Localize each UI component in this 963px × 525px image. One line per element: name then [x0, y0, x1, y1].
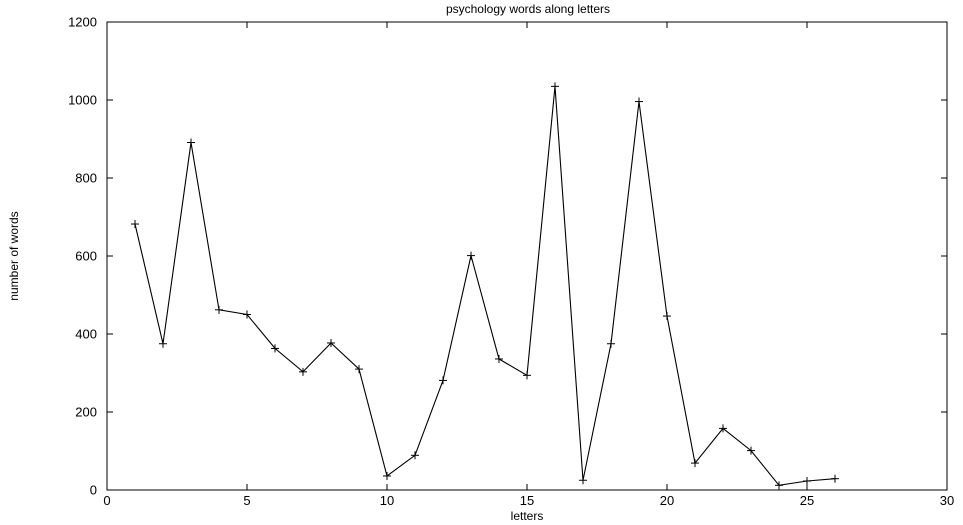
data-point	[747, 446, 755, 455]
x-tick-label: 10	[380, 493, 394, 508]
plot-frame	[106, 21, 948, 491]
data-point	[467, 251, 475, 260]
y-tick-label: 1200	[68, 15, 97, 30]
data-point-markers	[131, 82, 839, 490]
data-point	[131, 220, 139, 229]
x-tick-label: 30	[940, 493, 954, 508]
data-point	[439, 376, 447, 385]
y-tick-label: 800	[75, 171, 97, 186]
x-tick-label: 15	[520, 493, 534, 508]
data-point	[607, 339, 615, 348]
x-tick-label: 20	[660, 493, 674, 508]
y-tick-label: 600	[75, 249, 97, 264]
data-point	[355, 365, 363, 374]
x-tick-label: 0	[103, 493, 110, 508]
data-point	[243, 310, 251, 319]
chart-title: psychology words along letters	[446, 2, 610, 16]
data-point	[831, 474, 839, 483]
y-tick-label: 400	[75, 327, 97, 342]
data-point	[495, 354, 503, 363]
data-point	[635, 97, 643, 106]
data-point	[663, 312, 671, 321]
y-tick-labels: 0 200 400 600 800 1000 1200	[68, 15, 97, 498]
x-tick-label: 5	[243, 493, 250, 508]
data-point	[803, 477, 811, 486]
data-point	[383, 471, 391, 480]
x-tick-labels: 0 5 10 15 20 25 30	[103, 493, 954, 508]
data-point	[187, 138, 195, 147]
data-point	[551, 82, 559, 91]
y-tick-label: 200	[75, 405, 97, 420]
series-line	[134, 86, 836, 486]
y-tick-label: 1000	[68, 93, 97, 108]
y-tick-label: 0	[90, 483, 97, 498]
data-point	[579, 476, 587, 485]
data-point	[215, 305, 223, 314]
data-point	[719, 424, 727, 433]
axis-ticks	[106, 21, 948, 491]
data-point	[271, 344, 279, 353]
data-point	[691, 459, 699, 468]
x-axis-label: letters	[511, 509, 544, 523]
x-tick-label: 25	[800, 493, 814, 508]
data-point	[299, 367, 307, 376]
data-point	[159, 339, 167, 348]
y-axis-label: number of words	[7, 211, 21, 300]
data-point	[775, 481, 783, 490]
data-point	[523, 371, 531, 380]
data-point	[327, 338, 335, 347]
data-point	[411, 451, 419, 460]
